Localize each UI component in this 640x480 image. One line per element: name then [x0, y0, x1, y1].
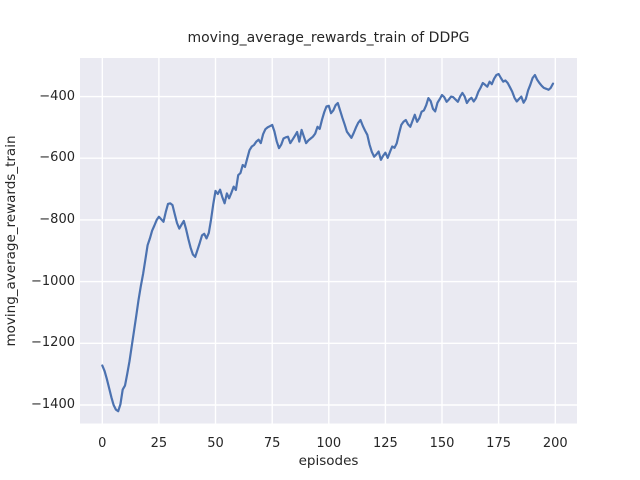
y-tick-label: −1400 — [31, 397, 75, 412]
x-axis-label: episodes — [298, 453, 359, 469]
series-line — [101, 72, 555, 413]
x-tick-label: 125 — [372, 436, 398, 451]
x-tick-label: 75 — [263, 436, 281, 451]
chart-title: moving_average_rewards_train of DDPG — [187, 30, 470, 46]
y-tick-label: −600 — [39, 150, 75, 166]
x-tick-label: 175 — [486, 436, 511, 451]
x-tick-label: 150 — [429, 436, 455, 451]
x-tick-label: 0 — [98, 436, 107, 451]
y-axis-label: moving_average_rewards_train — [3, 135, 19, 347]
y-tick-label: −400 — [39, 88, 75, 104]
x-tick-label: 25 — [150, 436, 168, 451]
x-tick-label: 200 — [542, 436, 568, 451]
x-tick-label: 50 — [207, 436, 224, 451]
y-tick-label: −1200 — [31, 335, 75, 351]
y-tick-label: −800 — [39, 211, 75, 227]
y-tick-label: −1000 — [31, 273, 75, 289]
x-tick-label: 100 — [316, 436, 342, 451]
